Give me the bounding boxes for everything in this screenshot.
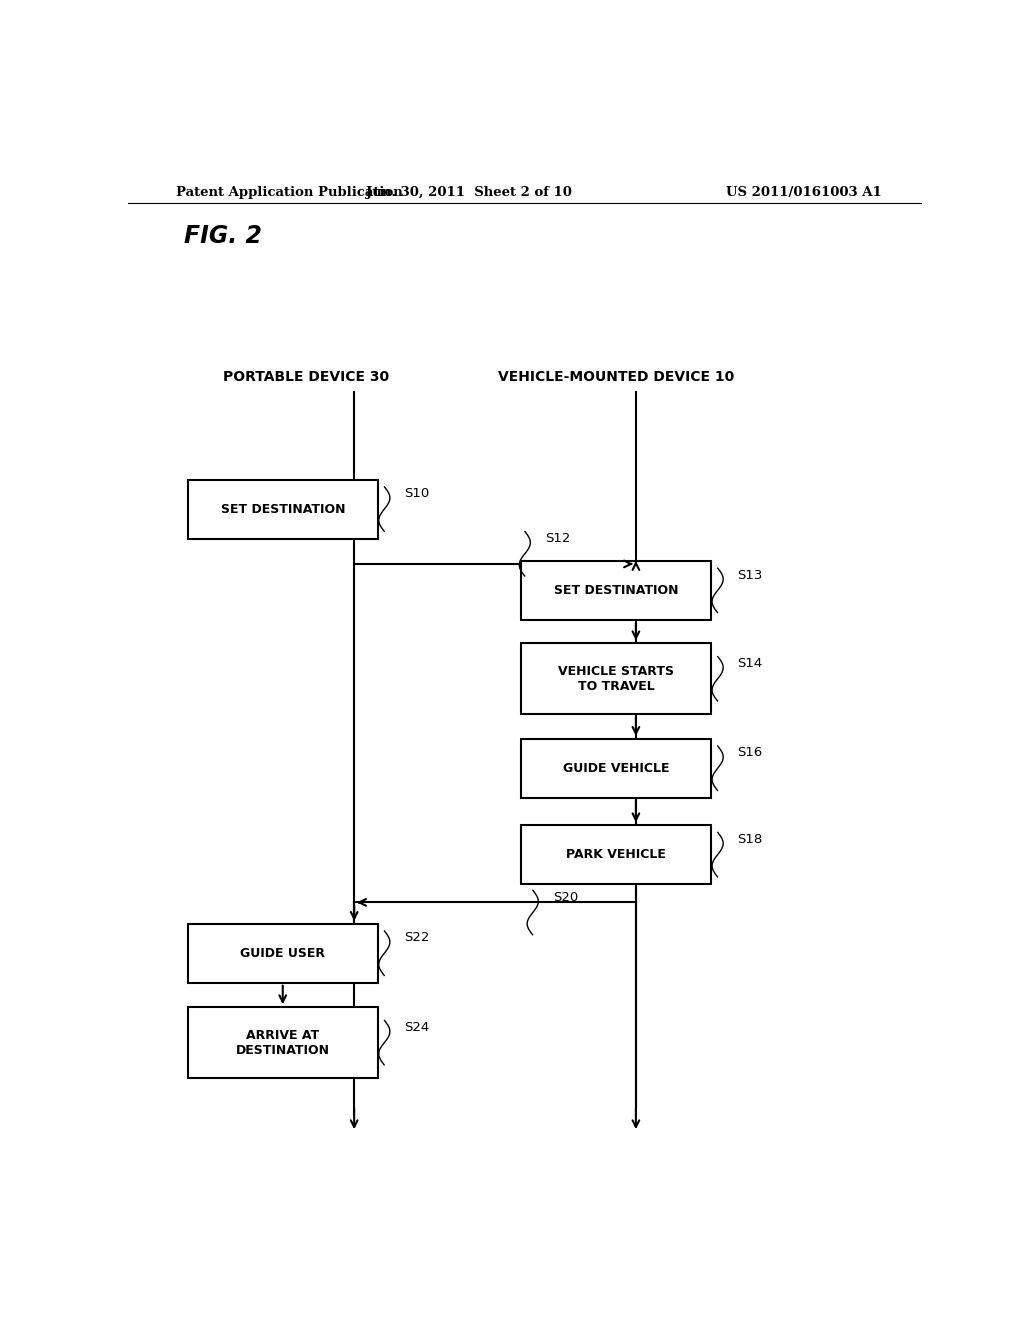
Text: Patent Application Publication: Patent Application Publication xyxy=(176,186,402,199)
Text: PORTABLE DEVICE 30: PORTABLE DEVICE 30 xyxy=(223,370,389,384)
Bar xyxy=(187,924,378,982)
Text: FIG. 2: FIG. 2 xyxy=(183,223,261,248)
Bar xyxy=(521,561,712,620)
Text: VEHICLE-MOUNTED DEVICE 10: VEHICLE-MOUNTED DEVICE 10 xyxy=(498,370,734,384)
Bar xyxy=(521,643,712,714)
Text: VEHICLE STARTS
TO TRAVEL: VEHICLE STARTS TO TRAVEL xyxy=(558,665,674,693)
Text: S18: S18 xyxy=(737,833,763,846)
Text: ARRIVE AT
DESTINATION: ARRIVE AT DESTINATION xyxy=(236,1028,330,1057)
Text: S12: S12 xyxy=(546,532,570,545)
Text: SET DESTINATION: SET DESTINATION xyxy=(554,583,678,597)
Text: S24: S24 xyxy=(404,1020,429,1034)
Text: S16: S16 xyxy=(737,747,763,759)
Text: GUIDE VEHICLE: GUIDE VEHICLE xyxy=(563,762,670,775)
Text: GUIDE USER: GUIDE USER xyxy=(241,946,326,960)
Text: PARK VEHICLE: PARK VEHICLE xyxy=(566,849,666,861)
Bar xyxy=(521,825,712,884)
Text: SET DESTINATION: SET DESTINATION xyxy=(220,503,345,516)
Text: S14: S14 xyxy=(737,657,763,671)
Bar xyxy=(521,739,712,797)
Text: S13: S13 xyxy=(737,569,763,582)
Bar xyxy=(187,479,378,539)
Text: S22: S22 xyxy=(404,932,429,945)
Text: S20: S20 xyxy=(553,891,579,904)
Text: US 2011/0161003 A1: US 2011/0161003 A1 xyxy=(726,186,882,199)
Bar xyxy=(187,1007,378,1078)
Text: Jun. 30, 2011  Sheet 2 of 10: Jun. 30, 2011 Sheet 2 of 10 xyxy=(367,186,572,199)
Text: S10: S10 xyxy=(404,487,429,500)
